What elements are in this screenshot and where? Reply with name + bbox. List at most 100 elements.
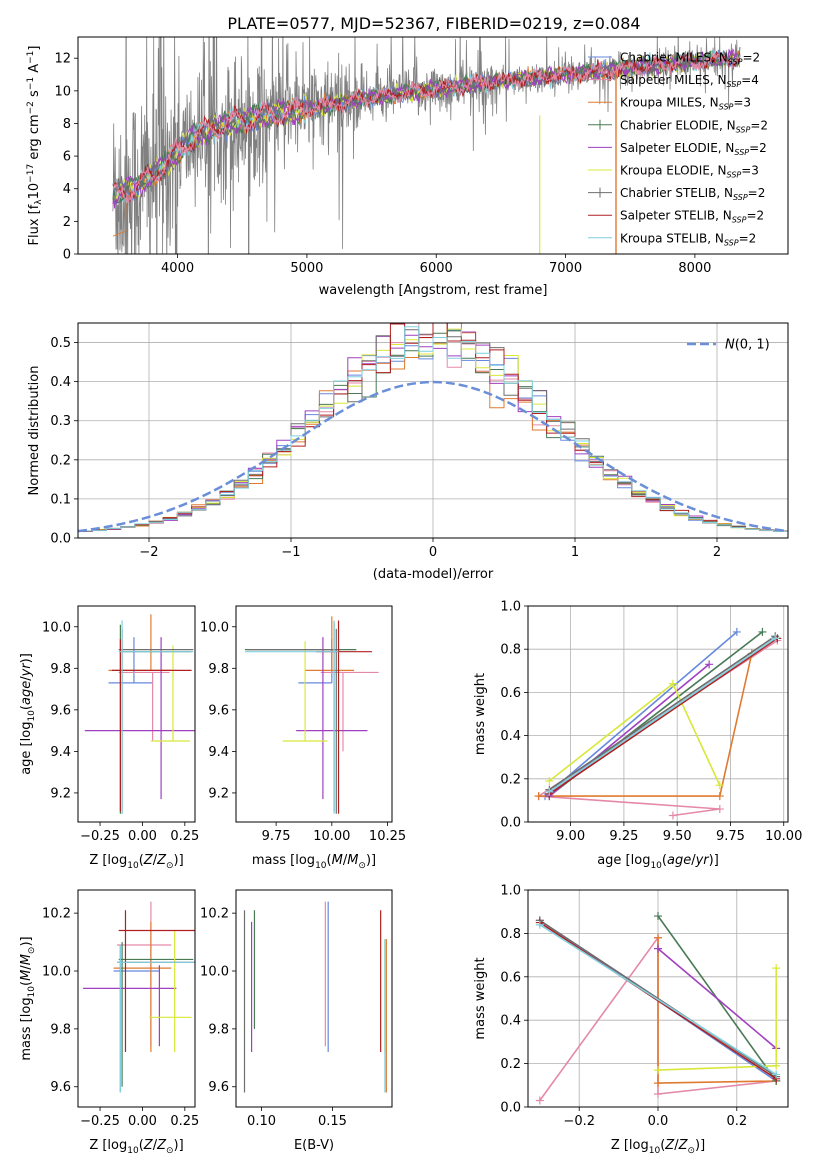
errorbar-point-8	[244, 620, 339, 814]
x-tick-label: 9.25	[609, 829, 638, 844]
y-tick-label: 9.6	[208, 1080, 229, 1095]
weight-marker	[545, 776, 554, 785]
spectrum-axes: 4000 5000 6000 7000 8000 0 2 4 6 8 10 12	[54, 52, 711, 276]
x-tick-label: 0	[429, 545, 437, 560]
y-tick-label: 0.0	[500, 1101, 521, 1116]
y-tick-label: 0.0	[500, 816, 521, 831]
weight-marker	[715, 792, 724, 801]
weight-marker	[535, 920, 544, 929]
x-tick-label: 0.15	[318, 1114, 347, 1129]
y-tick-label: 0.2	[50, 453, 71, 468]
x-axis-label: Z [log10(Z/Z⊙)]	[89, 853, 183, 871]
legend-label: Chabrier ELODIE, NSSP=2	[620, 118, 768, 134]
weight-line	[548, 637, 778, 795]
errorbar-point-5	[282, 641, 328, 742]
x-axis-label: age [log10(age/yr)]	[597, 853, 719, 871]
weight-marker	[668, 679, 677, 688]
y-axis-label: Normed distribution	[27, 366, 42, 496]
weight-series-5	[654, 964, 781, 1075]
weight-marker	[654, 1089, 662, 1098]
y-tick-label: 10.0	[200, 620, 229, 635]
errorbar-point-3	[244, 622, 357, 812]
x-tick-label: 0.00	[128, 829, 157, 844]
weight-marker	[732, 627, 741, 636]
x-tick-label: 8000	[678, 261, 711, 276]
legend-label: Salpeter MILES, NSSP=4	[620, 73, 759, 89]
weight-marker	[654, 912, 662, 921]
y-tick-label: 0.5	[50, 336, 71, 351]
weight-line	[539, 919, 777, 1078]
x-tick-label: 10.25	[369, 829, 406, 844]
errorbar-point-8	[117, 944, 195, 1093]
y-tick-label: 0.4	[500, 729, 521, 744]
y-tick-label: 0.8	[500, 643, 521, 658]
errorbar-point-7	[111, 639, 192, 812]
legend-label: Kroupa STELIB, NSSP=2	[620, 231, 756, 247]
weight-marker	[545, 787, 554, 796]
weight-series-5	[545, 679, 724, 790]
y-tick-label: 0	[63, 248, 71, 263]
errorbar-point-2	[113, 921, 172, 1053]
errorbar-point-0	[298, 639, 333, 684]
weight-marker	[535, 1096, 544, 1105]
weight_vs_age-axes: 9.00 9.25 9.50 9.75 10.00 0.0 0.2 0.4 0.6 0.8 1.0	[500, 600, 802, 845]
y-tick-label: 0.8	[500, 927, 521, 942]
x-tick-label: 0.2	[726, 1114, 747, 1129]
x-axis-label: Z [log10(Z/Z⊙)]	[89, 1138, 183, 1156]
x-tick-label: 0.00	[128, 1114, 157, 1129]
x-tick-label: 9.50	[663, 829, 692, 844]
errorbar-point-2	[305, 616, 355, 671]
model-fit-line-7	[112, 51, 741, 203]
y-tick-label: 4	[63, 182, 71, 197]
x-tick-label: −0.25	[80, 1114, 120, 1129]
weight-marker	[772, 1061, 781, 1070]
errorbar-point-6	[118, 628, 194, 814]
y-tick-label: 9.8	[50, 1022, 71, 1037]
x-tick-label: 10.00	[313, 829, 350, 844]
x-tick-label: 9.75	[716, 829, 745, 844]
legend-label: Chabrier MILES, NSSP=2	[620, 51, 760, 67]
y-tick-label: 9.2	[208, 786, 229, 801]
axes-frame	[77, 36, 789, 255]
weight-marker	[715, 805, 724, 814]
weight-line	[657, 947, 777, 1050]
y-tick-label: 10.0	[42, 620, 71, 635]
y-tick-label: 0.3	[50, 414, 71, 429]
legend-label: Salpeter STELIB, NSSP=2	[620, 209, 764, 225]
weight-marker	[668, 811, 677, 820]
y-axis-label: Flux [fλ10−17 erg cm−2 s−1 A−1]	[26, 46, 44, 246]
x-tick-label: −0.2	[563, 1114, 595, 1129]
weight-line	[539, 921, 777, 1080]
age_vs_mass-axes: 9.75 10.00 10.25 9.2 9.4 9.6 9.8 10.0	[200, 620, 406, 844]
y-tick-label: 10.0	[42, 965, 71, 980]
histogram-series-8	[78, 326, 788, 533]
axes-frame	[77, 322, 789, 539]
y-tick-label: 9.2	[50, 786, 71, 801]
y-axis-label: mass [log10(M/M⊙)]	[19, 936, 37, 1060]
x-axis-label: wavelength [Angstrom, rest frame]	[319, 283, 548, 298]
y-tick-label: 0.4	[50, 375, 71, 390]
weight-marker	[654, 1066, 662, 1075]
normal-pdf-curve	[78, 380, 788, 533]
legend-label: Kroupa ELODIE, NSSP=3	[620, 164, 759, 180]
y-tick-label: 1.0	[500, 600, 521, 615]
y-tick-label: 1.0	[500, 884, 521, 899]
legend-label: N(0, 1)	[725, 338, 770, 353]
model-fit-line-6	[112, 50, 741, 201]
x-tick-label: 6000	[420, 261, 453, 276]
x-tick-label: −0.25	[80, 829, 120, 844]
x-tick-label: 0.0	[648, 1114, 669, 1129]
y-tick-label: 9.8	[208, 1022, 229, 1037]
y-tick-label: 6	[63, 150, 71, 165]
weight-marker	[705, 660, 714, 669]
weight-marker	[654, 933, 662, 942]
weight-series-8	[545, 634, 780, 796]
x-tick-label: 0.25	[170, 829, 199, 844]
axes-frame	[77, 889, 196, 1108]
errorbar-point-2	[108, 614, 172, 671]
weight-marker	[771, 634, 780, 643]
x-tick-label: 10.00	[765, 829, 802, 844]
x-tick-label: 1	[571, 545, 579, 560]
y-tick-label: 9.8	[208, 662, 229, 677]
errorbar-point-4	[83, 965, 177, 1047]
